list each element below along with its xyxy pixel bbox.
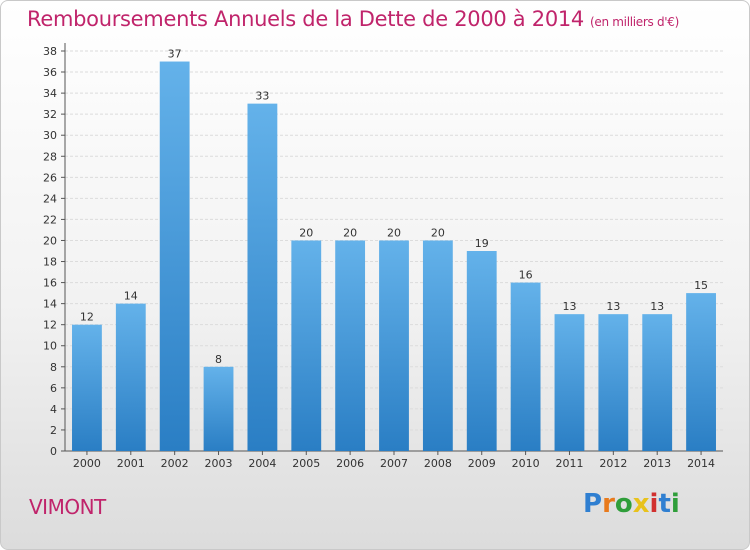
- data-label: 15: [694, 279, 708, 292]
- x-tick-label: 2001: [117, 457, 145, 470]
- bar: [203, 366, 234, 451]
- y-tick-label: 0: [50, 445, 57, 458]
- x-tick-label: 2003: [205, 457, 233, 470]
- data-label: 33: [255, 90, 269, 103]
- y-tick-label: 32: [43, 108, 57, 121]
- y-tick-label: 18: [43, 256, 57, 269]
- bar: [72, 324, 102, 451]
- y-tick-label: 4: [50, 403, 57, 416]
- bar: [247, 103, 278, 451]
- x-tick-label: 2012: [599, 457, 627, 470]
- data-label: 19: [475, 237, 489, 250]
- bar: [510, 282, 541, 451]
- proxiti-logo: Proxiti: [583, 489, 680, 519]
- data-label: 12: [80, 311, 94, 324]
- data-label: 8: [215, 353, 222, 366]
- bar: [379, 240, 409, 451]
- logo-letter: i: [670, 489, 680, 519]
- bar: [598, 314, 629, 451]
- y-tick-label: 2: [50, 424, 57, 437]
- bar: [115, 303, 146, 451]
- y-tick-label: 36: [43, 66, 57, 79]
- y-tick-label: 24: [43, 192, 57, 205]
- y-tick-label: 20: [43, 234, 57, 247]
- x-tick-label: 2004: [248, 457, 276, 470]
- data-label: 13: [606, 300, 620, 313]
- bar: [291, 240, 322, 451]
- y-tick-label: 30: [43, 129, 57, 142]
- x-tick-label: 2005: [292, 457, 320, 470]
- labels: 2000 12 2001 14 2002 37 2003 8 2004 33 2005 20 2006 2…: [73, 48, 715, 470]
- data-label: 13: [650, 300, 664, 313]
- bar: [466, 251, 497, 451]
- chart-title-text: Remboursements Annuels de la Dette de 20…: [27, 7, 584, 31]
- data-label: 16: [519, 269, 533, 282]
- logo-letter: t: [658, 489, 671, 519]
- logo-letter: o: [614, 489, 633, 519]
- y-tick-label: 22: [43, 213, 57, 226]
- y-tick-label: 10: [43, 340, 57, 353]
- x-tick-label: 2011: [555, 457, 583, 470]
- logo-letter: r: [602, 489, 615, 519]
- logo-letter: P: [583, 489, 603, 519]
- y-tick-label: 8: [50, 361, 57, 374]
- y-tick-label: 12: [43, 319, 57, 332]
- y-tick-label: 38: [43, 45, 57, 58]
- y-tick-label: 6: [50, 382, 57, 395]
- chart-subtitle: (en milliers d'€): [590, 15, 680, 29]
- x-tick-label: 2013: [643, 457, 671, 470]
- logo-letter: i: [649, 489, 659, 519]
- x-tick-label: 2007: [380, 457, 408, 470]
- bar: [159, 61, 190, 452]
- data-label: 20: [299, 226, 313, 239]
- data-label: 13: [562, 300, 576, 313]
- x-tick-label: 2000: [73, 457, 101, 470]
- data-label: 20: [431, 226, 445, 239]
- bar: [422, 240, 453, 451]
- x-tick-label: 2014: [687, 457, 715, 470]
- x-tick-label: 2009: [468, 457, 496, 470]
- x-tick-label: 2008: [424, 457, 452, 470]
- logo-letter: x: [632, 489, 650, 519]
- bar: [686, 293, 716, 451]
- chart-title: Remboursements Annuels de la Dette de 20…: [27, 7, 679, 31]
- x-tick-label: 2006: [336, 457, 364, 470]
- x-tick-label: 2002: [161, 457, 189, 470]
- bar: [335, 240, 366, 451]
- x-tick-label: 2010: [512, 457, 540, 470]
- data-label: 20: [387, 226, 401, 239]
- y-tick-label: 14: [43, 298, 57, 311]
- commune-name: VIMONT: [29, 495, 106, 519]
- bar: [554, 314, 585, 451]
- data-label: 37: [168, 48, 182, 61]
- data-label: 14: [124, 290, 138, 303]
- y-tick-label: 28: [43, 150, 57, 163]
- y-tick-label: 16: [43, 277, 57, 290]
- y-tick-label: 34: [43, 87, 57, 100]
- bar: [642, 314, 673, 451]
- data-label: 20: [343, 226, 357, 239]
- y-tick-label: 26: [43, 171, 57, 184]
- bars: [72, 61, 716, 452]
